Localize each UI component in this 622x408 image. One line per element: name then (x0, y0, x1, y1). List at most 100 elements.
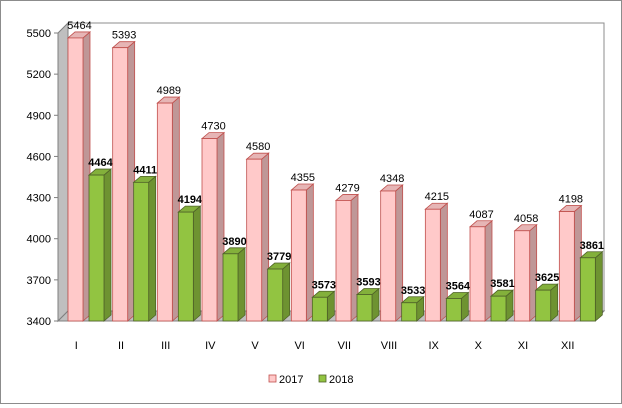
bar-2018-XI (534, 283, 559, 322)
data-label: 3573 (312, 279, 336, 291)
bar-2018-II (132, 175, 157, 322)
bar-front (424, 208, 441, 322)
data-label: 4464 (88, 157, 113, 169)
bar-front (490, 295, 507, 322)
bar-front (267, 268, 284, 322)
data-label: 4198 (559, 194, 583, 206)
legend-swatch (318, 374, 327, 383)
x-tick-label: IV (205, 340, 216, 352)
data-label: 3625 (535, 272, 559, 284)
x-tick-label: VIII (381, 340, 398, 352)
bar-2018-V (266, 262, 291, 322)
bar-side (594, 250, 603, 322)
bar-2017-XII (558, 204, 583, 322)
bar-2017-X (468, 219, 494, 322)
bar-front (177, 211, 194, 322)
data-label: 5464 (67, 20, 91, 32)
bar-front (445, 298, 462, 322)
bar-side (237, 246, 246, 322)
bar-front (67, 37, 84, 322)
bar-2017-III (156, 96, 181, 322)
x-tick-label: V (251, 340, 259, 352)
bar-2018-VIII (400, 295, 425, 322)
bar-front (579, 257, 596, 322)
bar-2017-IV (200, 131, 226, 322)
legend-entry: 2017 (279, 374, 303, 386)
bar-front (156, 102, 173, 322)
y-tick-label: 4600 (27, 151, 51, 163)
bar-front (311, 296, 328, 322)
bar-front (356, 294, 373, 322)
y-tick-label: 3700 (27, 275, 51, 287)
bar-2018-IV (221, 246, 247, 322)
bar-side (103, 168, 112, 322)
bar-front (469, 226, 486, 322)
data-label: 4087 (469, 209, 493, 221)
data-label: 4058 (514, 213, 538, 225)
bar-2018-VI (311, 290, 336, 322)
data-label: 4989 (157, 85, 181, 97)
data-label: 3890 (222, 236, 246, 248)
bar-front (401, 302, 418, 322)
bar-2017-IX (424, 202, 449, 322)
bar-front (558, 211, 575, 322)
data-label: 4580 (246, 141, 270, 153)
data-label: 4730 (201, 121, 225, 133)
bar-2018-VII (355, 287, 381, 322)
x-tick-label: XII (561, 340, 574, 352)
x-tick-label: XI (518, 340, 528, 352)
x-tick-label: X (475, 340, 483, 352)
bar-front (112, 47, 129, 322)
x-tick-label: VI (294, 340, 304, 352)
bar-side (282, 262, 291, 322)
bar-front (201, 138, 218, 322)
bar-front (88, 174, 105, 322)
bar-2017-II (111, 40, 136, 322)
x-axis: I II III IV V VI VII VIII IX X XI XII (75, 340, 575, 352)
bar-2017-VIII (379, 184, 404, 322)
data-label: 4194 (178, 194, 203, 206)
bar-side (192, 205, 201, 322)
x-tick-label: II (118, 340, 124, 352)
bar-front (535, 289, 552, 322)
x-tick-label: IX (428, 340, 439, 352)
data-label: 5393 (112, 30, 136, 42)
x-tick-label: VII (338, 340, 351, 352)
bar-front (222, 253, 239, 322)
bar-2017-V (245, 152, 270, 322)
y-tick-label: 5500 (27, 28, 51, 40)
bar-side (395, 184, 404, 322)
data-label: 4279 (335, 182, 359, 194)
legend-swatch (268, 374, 277, 383)
bar-2018-X (489, 289, 515, 322)
bar-side (148, 175, 157, 322)
bar-front (380, 190, 397, 322)
bar-2018-XII (579, 250, 604, 322)
data-label: 4411 (133, 164, 157, 176)
data-label: 3533 (401, 285, 425, 297)
bar-2017-XI (513, 223, 538, 322)
x-tick-label: III (161, 340, 170, 352)
y-tick-label: 3400 (27, 316, 51, 328)
bar-front (335, 200, 352, 322)
data-label: 3593 (356, 277, 380, 289)
data-label: 3581 (490, 278, 514, 290)
bar-front (514, 230, 531, 322)
bar-2018-IX (445, 291, 470, 322)
bar-2017-VI (290, 183, 315, 322)
bar-front (133, 181, 150, 322)
side-wall (57, 21, 69, 323)
bars: 5464 4464 5393 4411 4989 4194 4730 3890 4580 3779… (66, 20, 604, 322)
data-label: 3779 (267, 251, 291, 263)
y-tick-label: 4000 (27, 234, 51, 246)
bar-2017-VII (334, 193, 360, 322)
bar-2017-I (66, 31, 92, 322)
data-label: 3564 (446, 281, 471, 293)
bar-2018-III (177, 205, 202, 322)
data-label: 4355 (291, 172, 315, 184)
data-label: 3861 (580, 240, 604, 252)
bar-front (290, 189, 307, 322)
x-tick-label: I (75, 340, 78, 352)
